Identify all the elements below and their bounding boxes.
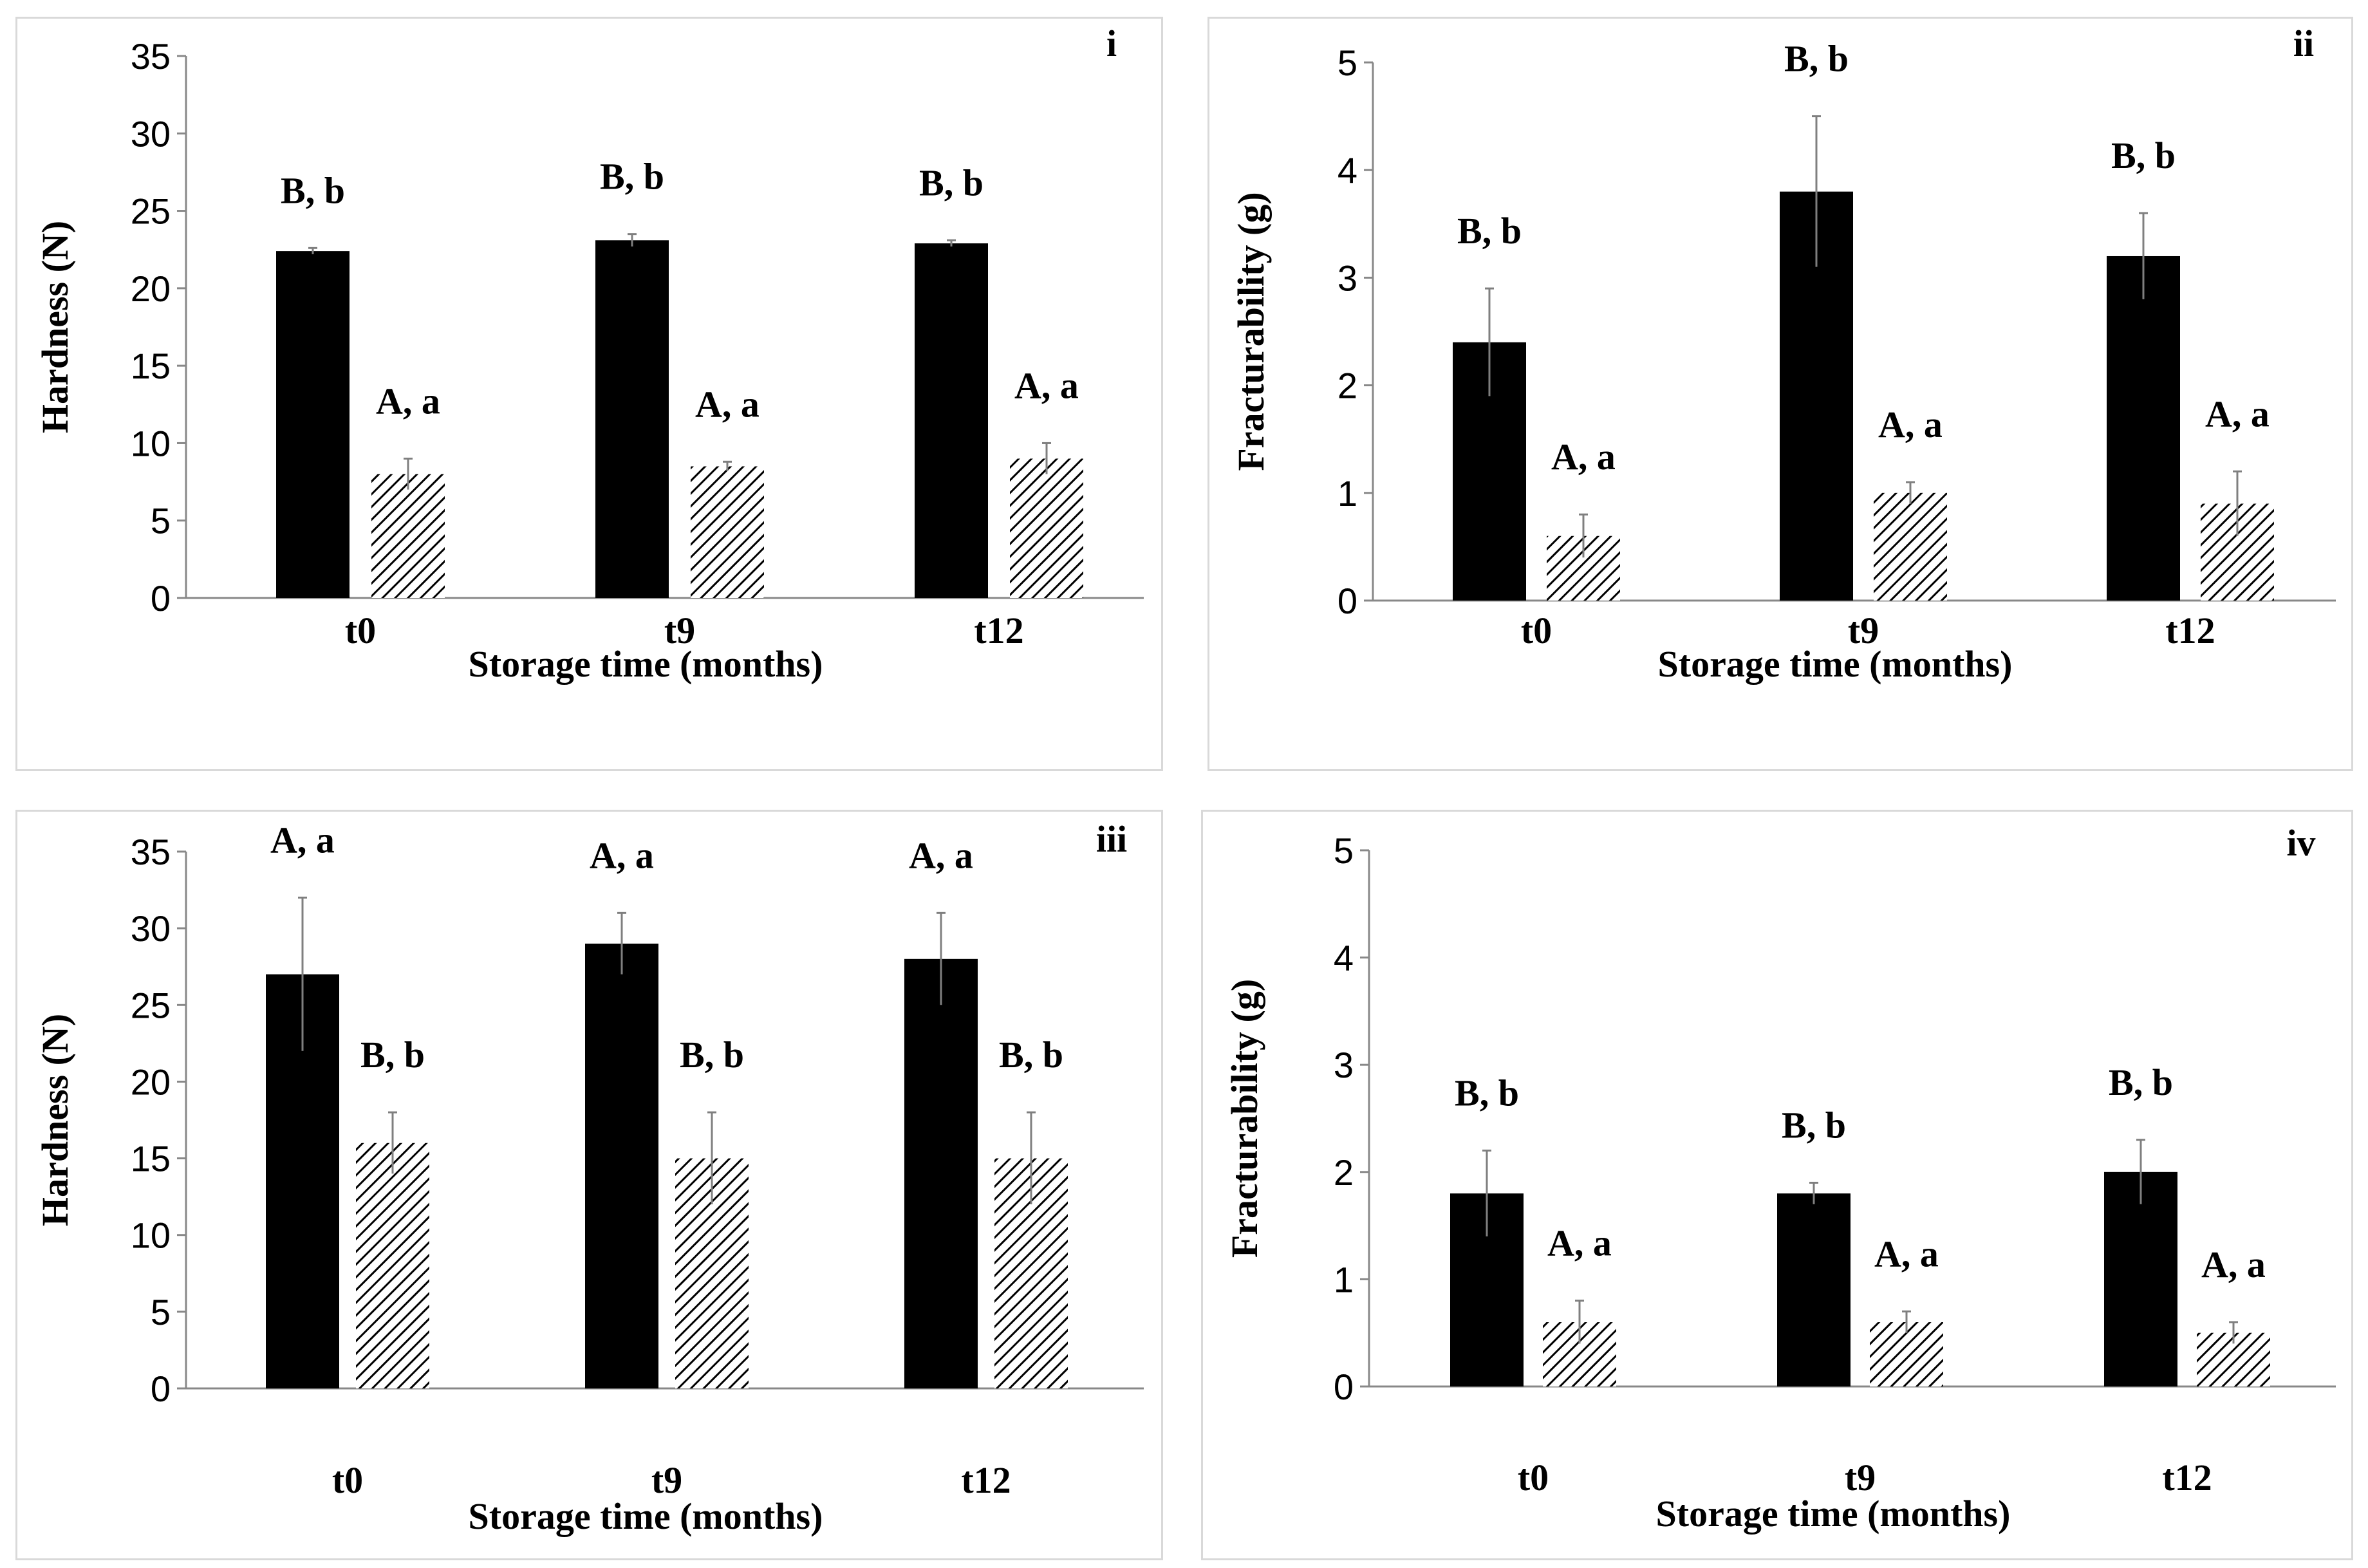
significance-label: A, a [1547,1222,1612,1264]
x-tick-label: t12 [2162,1457,2212,1498]
bar-series1 [2104,1171,2177,1386]
significance-label: A, a [695,383,760,425]
x-tick-label: t9 [651,1459,682,1501]
y-tick-label: 2 [1338,366,1357,406]
bar-series2 [371,474,445,598]
y-tick-label: 0 [1338,581,1357,621]
y-tick-label: 35 [131,36,171,77]
x-tick-label: t12 [974,610,1023,651]
chart-svg-iv: 0 1 2 3 4 5 Fracturability (g) Storage time (mo… [1224,822,2336,1535]
significance-label: A, a [1014,364,1079,406]
bar-series2 [356,1143,429,1388]
panel-label: ii [2293,23,2314,64]
y-tick-label: 25 [131,985,171,1025]
significance-label: A, a [2205,393,2270,434]
panel-label: iii [1096,818,1127,860]
y-tick-label: 4 [1334,938,1354,978]
bar-series1 [276,251,350,598]
y-tick-label: 0 [1334,1367,1354,1407]
significance-label: B, b [2109,1061,2173,1103]
x-tick-label: t0 [1521,610,1552,651]
y-tick-label: 0 [151,578,171,619]
y-tick-label: 1 [1338,473,1357,514]
panel-label: i [1106,23,1117,64]
bar-series1 [904,958,978,1388]
bar-series2 [1874,492,1947,601]
y-tick-label: 30 [131,908,171,949]
significance-label: A, a [590,834,654,876]
bar-series1 [1777,1193,1851,1386]
significance-label: A, a [376,380,440,422]
significance-label: B, b [360,1034,425,1076]
y-tick-label: 5 [1338,42,1357,83]
significance-label: B, b [1455,1072,1519,1114]
y-tick-label: 35 [131,832,171,872]
x-tick-label: t9 [664,610,695,651]
x-axis-label: Storage time (months) [1658,643,2013,685]
y-axis-label: Hardness (N) [34,1014,76,1226]
significance-label: B, b [1457,210,1522,252]
panel-label: iv [2286,822,2315,864]
significance-label: B, b [2111,135,2176,176]
x-tick-label: t9 [1848,610,1879,651]
x-axis-label: Storage time (months) [1656,1493,2011,1535]
chart-svg-iii: 0 5 10 15 20 25 30 35 Hardness (N) Storage time (… [34,818,1144,1537]
significance-label: B, b [1784,38,1849,80]
significance-label: B, b [919,162,984,203]
x-tick-label: t12 [961,1459,1011,1501]
x-tick-label: t9 [1845,1457,1876,1498]
significance-label: A, a [270,819,335,861]
bar-series1 [2107,256,2180,601]
y-tick-label: 20 [131,268,171,309]
y-tick-label: 1 [1334,1259,1354,1300]
y-tick-label: 5 [151,1292,171,1332]
x-tick-label: t0 [345,610,376,651]
chart-svg-ii: 0 1 2 3 4 5 Fracturability (g) Storage time (mo… [1230,23,2336,685]
chart-panel-i: 0 5 10 15 20 25 30 35 Hardness (N) Storage time (… [15,17,1163,771]
significance-label: A, a [1878,404,1943,445]
significance-label: A, a [1551,436,1616,478]
y-tick-label: 15 [131,346,171,386]
y-tick-label: 5 [1334,830,1354,871]
bar-series1 [585,943,658,1388]
significance-label: B, b [999,1034,1063,1076]
bar-series2 [691,466,764,598]
significance-label: A, a [909,834,973,876]
y-tick-label: 4 [1338,150,1357,191]
y-tick-label: 5 [151,501,171,541]
y-tick-label: 10 [131,423,171,463]
chart-panel-iv: 0 1 2 3 4 5 Fracturability (g) Storage time (mo… [1201,810,2353,1560]
y-tick-label: 15 [131,1139,171,1179]
chart-panel-iii: 0 5 10 15 20 25 30 35 Hardness (N) Storage time (… [15,810,1163,1560]
y-tick-label: 2 [1334,1152,1354,1193]
y-tick-label: 3 [1338,257,1357,298]
chart-svg-i: 0 5 10 15 20 25 30 35 Hardness (N) Storage time (… [34,23,1144,685]
chart-panel-ii: 0 1 2 3 4 5 Fracturability (g) Storage time (mo… [1207,17,2353,771]
bar-series1 [915,243,988,598]
x-tick-label: t0 [332,1459,363,1501]
x-tick-label: t12 [2165,610,2215,651]
bar-series1 [595,240,669,598]
significance-label: A, a [1874,1233,1939,1274]
y-tick-label: 0 [151,1368,171,1409]
x-axis-label: Storage time (months) [469,643,823,685]
y-tick-label: 20 [131,1061,171,1102]
bar-series2 [1010,458,1083,598]
y-axis-label: Hardness (N) [34,221,76,433]
significance-label: B, b [1782,1104,1846,1146]
y-tick-label: 10 [131,1215,171,1256]
significance-label: B, b [680,1034,744,1076]
y-axis-label: Fracturability (g) [1230,192,1272,471]
x-axis-label: Storage time (months) [469,1495,823,1537]
significance-label: B, b [600,156,664,198]
y-tick-label: 25 [131,191,171,232]
y-axis-label: Fracturability (g) [1224,979,1265,1258]
y-tick-label: 30 [131,113,171,154]
x-tick-label: t0 [1518,1457,1549,1498]
y-tick-label: 3 [1334,1045,1354,1085]
significance-label: B, b [281,169,345,211]
significance-label: A, a [2201,1244,2266,1285]
